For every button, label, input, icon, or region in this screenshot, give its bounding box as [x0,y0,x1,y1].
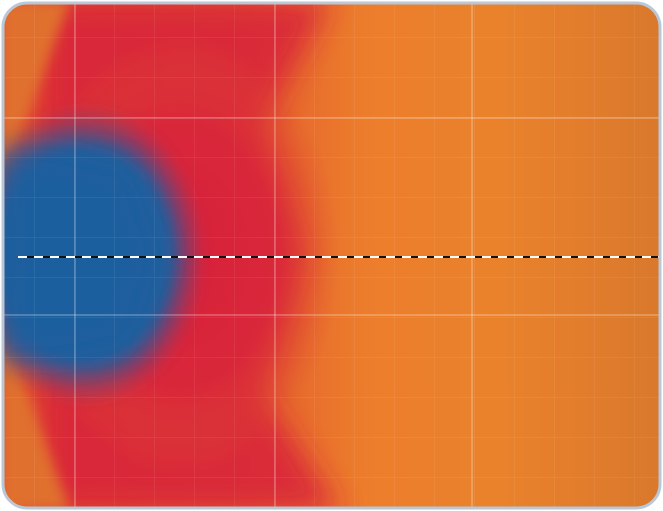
frame-border [1,1,662,510]
field [3,3,660,508]
page [0,0,663,511]
simulation-image [1,1,662,510]
